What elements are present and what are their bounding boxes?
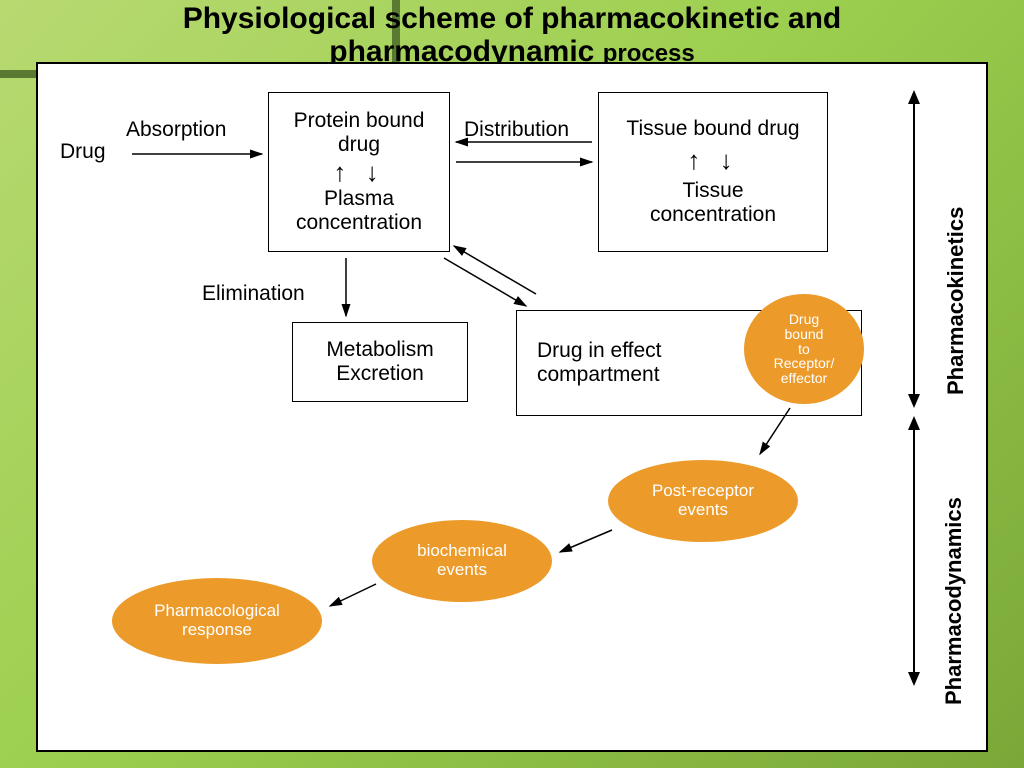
bio-l2: events — [417, 561, 507, 580]
pharm-l1: Pharmacological — [154, 602, 280, 621]
effect-l1: Drug in effect — [537, 339, 662, 363]
ellipse-biochemical: biochemical events — [372, 520, 552, 602]
metab-l2: Excretion — [293, 362, 467, 386]
page-title: Physiological scheme of pharmacokinetic … — [80, 2, 944, 68]
label-absorption: Absorption — [126, 118, 226, 142]
post-l2: events — [652, 501, 754, 520]
pharm-l2: response — [154, 621, 280, 640]
receptor-l2: bound — [774, 327, 835, 342]
receptor-l4: Receptor/ — [774, 356, 835, 371]
diagram-stage: Drug Absorption Distribution Elimination… — [36, 62, 988, 752]
tissue-updown-icon: ↑ ↓ — [599, 151, 827, 169]
side-label-pharmacodynamics: Pharmacodynamics — [941, 405, 967, 705]
box-tissue: Tissue bound drug ↑ ↓ Tissue concentrati… — [598, 92, 828, 252]
receptor-l5: effector — [774, 371, 835, 386]
label-distribution: Distribution — [464, 118, 569, 142]
plasma-bot2: concentration — [269, 211, 449, 235]
plasma-bot1: Plasma — [269, 187, 449, 211]
plasma-top2: drug — [269, 133, 449, 157]
title-line1: Physiological scheme of pharmacokinetic … — [183, 2, 842, 35]
plasma-top1: Protein bound — [269, 109, 449, 133]
tissue-top: Tissue bound drug — [599, 117, 827, 141]
plasma-updown-icon: ↑ ↓ — [269, 163, 449, 181]
receptor-l1: Drug — [774, 312, 835, 327]
metab-l1: Metabolism — [293, 338, 467, 362]
ellipse-post-receptor: Post-receptor events — [608, 460, 798, 542]
tissue-bot1: Tissue — [599, 179, 827, 203]
label-drug: Drug — [60, 140, 106, 164]
ellipse-pharmacological: Pharmacological response — [112, 578, 322, 664]
effect-l2: compartment — [537, 363, 660, 387]
box-plasma: Protein bound drug ↑ ↓ Plasma concentrat… — [268, 92, 450, 252]
side-label-pharmacokinetics: Pharmacokinetics — [943, 115, 969, 395]
box-metabolism: Metabolism Excretion — [292, 322, 468, 402]
label-elimination: Elimination — [202, 282, 305, 306]
post-l1: Post-receptor — [652, 482, 754, 501]
tissue-bot2: concentration — [599, 203, 827, 227]
receptor-l3: to — [774, 342, 835, 357]
ellipse-receptor: Drug bound to Receptor/ effector — [744, 294, 864, 404]
bio-l1: biochemical — [417, 542, 507, 561]
